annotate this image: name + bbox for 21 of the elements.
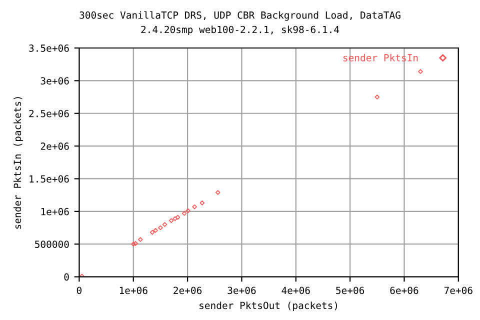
x-tick-label: 7e+06 xyxy=(444,286,472,294)
chart-title: 300sec VanillaTCP DRS, UDP CBR Background Load, DataTAG xyxy=(80,11,400,21)
x-tick-label: 0 xyxy=(76,286,82,294)
x-tick-label: 5e+06 xyxy=(336,286,364,294)
y-tick-label: 2.5e+06 xyxy=(29,110,69,118)
x-tick-label: 1e+06 xyxy=(120,286,148,294)
y-tick-label: 3.5e+06 xyxy=(29,44,69,52)
x-tick-label: 4e+06 xyxy=(282,286,310,294)
legend-label: sender PktsIn xyxy=(343,54,418,62)
x-tick-label: 6e+06 xyxy=(390,286,418,294)
y-tick-label: 2e+06 xyxy=(40,142,69,150)
x-tick-label: 3e+06 xyxy=(228,286,256,294)
x-tick-label: 2e+06 xyxy=(174,286,202,294)
x-axis-title: sender PktsOut (packets) xyxy=(200,302,338,311)
y-tick-label: 3e+06 xyxy=(40,77,69,85)
y-tick-label: 1e+06 xyxy=(41,208,69,216)
chart-subtitle: 2.4.20smp web100-2.2.1, sk98-6.1.4 xyxy=(141,26,340,36)
y-axis-title: sender PktsIn (packets) xyxy=(14,97,23,229)
y-tick-label: 500000 xyxy=(35,240,69,248)
y-tick-label: 1.5e+06 xyxy=(30,175,69,183)
y-tick-label: 0 xyxy=(64,273,69,281)
